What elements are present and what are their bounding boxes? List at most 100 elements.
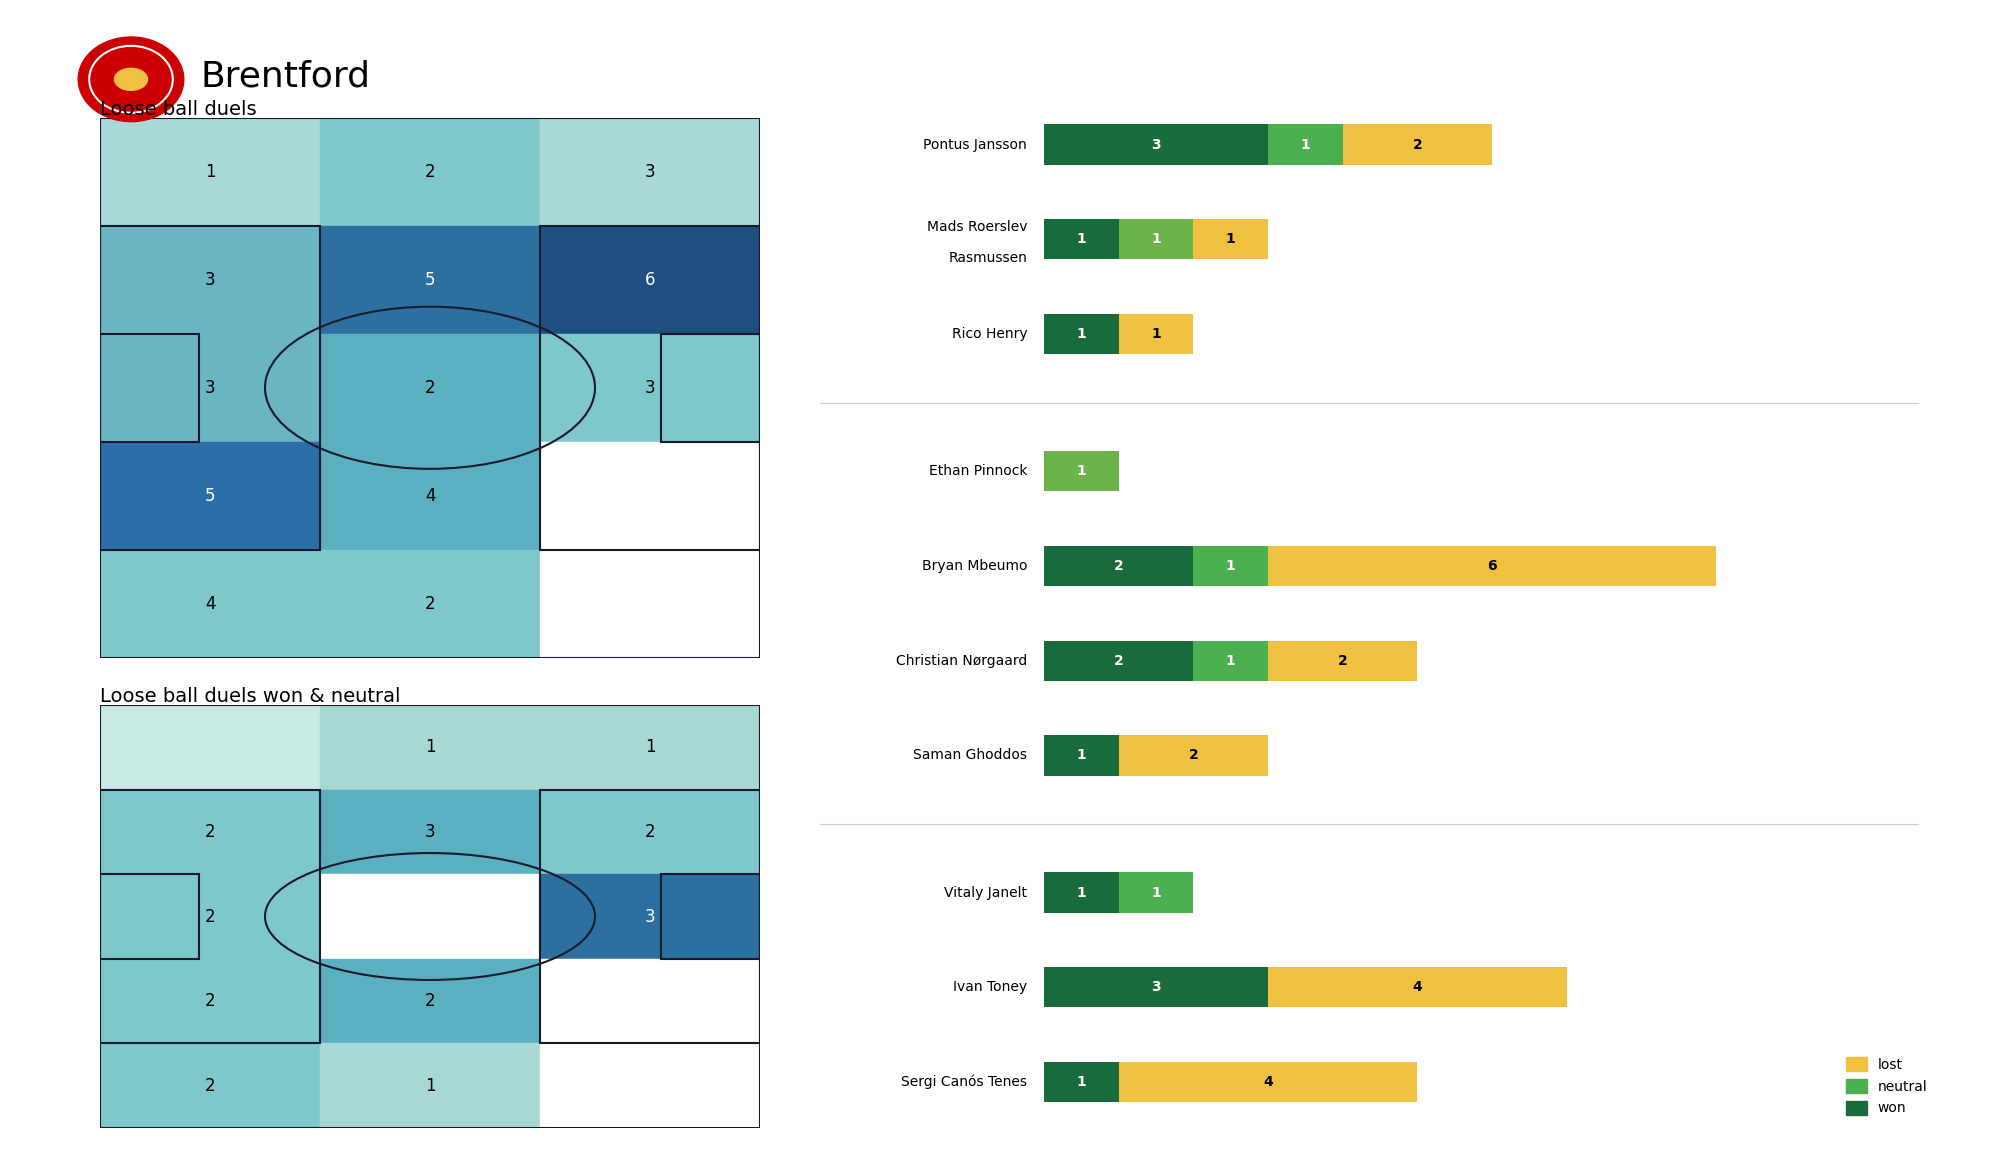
Text: 2: 2	[424, 162, 436, 181]
Text: 3: 3	[1152, 137, 1160, 152]
Text: 3: 3	[204, 270, 216, 289]
Bar	[1268, 546, 1716, 586]
Bar	[1044, 546, 1194, 586]
Text: Ethan Pinnock: Ethan Pinnock	[928, 464, 1028, 478]
Text: 3: 3	[204, 378, 216, 397]
Bar	[320, 959, 540, 1043]
Bar	[320, 550, 540, 658]
Bar	[100, 226, 320, 550]
Text: 1: 1	[1152, 233, 1160, 247]
Text: 3: 3	[1152, 980, 1160, 994]
Bar	[540, 874, 760, 959]
Text: 1: 1	[1226, 559, 1236, 573]
Text: 1: 1	[644, 738, 656, 757]
Bar	[1194, 220, 1268, 260]
Bar	[1044, 451, 1118, 491]
Text: 1: 1	[1226, 653, 1236, 667]
Text: 2: 2	[424, 378, 436, 397]
Text: Christian Nørgaard: Christian Nørgaard	[896, 653, 1028, 667]
Text: 4: 4	[1264, 1075, 1272, 1089]
Bar	[320, 226, 540, 334]
Bar	[1194, 546, 1268, 586]
Text: Bryan Mbeumo: Bryan Mbeumo	[922, 559, 1028, 573]
Bar	[100, 790, 320, 1043]
Bar	[1118, 220, 1194, 260]
Text: 1: 1	[1076, 886, 1086, 900]
Text: Loose ball duels: Loose ball duels	[100, 100, 256, 119]
Text: 1: 1	[424, 1076, 436, 1095]
Bar	[1342, 125, 1492, 164]
Text: 2: 2	[424, 992, 436, 1010]
Bar	[1118, 1062, 1418, 1102]
Bar	[100, 226, 320, 334]
Text: 2: 2	[424, 595, 436, 613]
Text: Loose ball duels won & neutral: Loose ball duels won & neutral	[100, 687, 400, 706]
Text: Saman Ghoddos: Saman Ghoddos	[914, 748, 1028, 763]
Bar	[100, 334, 320, 442]
Text: 3: 3	[644, 907, 656, 926]
Text: 6: 6	[644, 270, 656, 289]
Bar	[1268, 967, 1566, 1007]
Bar	[100, 874, 200, 959]
Bar	[540, 550, 760, 658]
Text: Brentford: Brentford	[200, 60, 370, 93]
Text: 2: 2	[1412, 137, 1422, 152]
Bar	[100, 550, 320, 658]
Bar	[1118, 873, 1194, 913]
Text: 2: 2	[204, 822, 216, 841]
Text: 2: 2	[204, 992, 216, 1010]
Bar	[100, 118, 320, 226]
Bar	[1268, 640, 1418, 680]
Bar	[1044, 736, 1118, 776]
Text: Vitaly Janelt: Vitaly Janelt	[944, 886, 1028, 900]
Text: 2: 2	[1114, 559, 1124, 573]
Bar	[320, 705, 540, 790]
Text: 2: 2	[204, 1076, 216, 1095]
Bar	[540, 334, 760, 442]
Bar	[1044, 1062, 1118, 1102]
Text: Sergi Canós Tenes: Sergi Canós Tenes	[902, 1075, 1028, 1089]
Bar	[1044, 967, 1268, 1007]
Text: 3: 3	[424, 822, 436, 841]
Bar	[540, 1043, 760, 1128]
Bar	[540, 118, 760, 226]
Text: 3: 3	[644, 378, 656, 397]
Bar	[540, 442, 760, 550]
Bar	[540, 959, 760, 1043]
Bar	[1044, 640, 1194, 680]
Bar	[100, 705, 320, 790]
Text: 2: 2	[204, 907, 216, 926]
Text: Rico Henry: Rico Henry	[952, 327, 1028, 341]
Bar	[540, 226, 760, 334]
Bar	[100, 874, 320, 959]
Bar	[1118, 736, 1268, 776]
Bar	[660, 874, 760, 959]
Text: 1: 1	[424, 738, 436, 757]
Text: Rasmussen: Rasmussen	[948, 251, 1028, 266]
Text: 2: 2	[1114, 653, 1124, 667]
Bar	[540, 226, 760, 550]
Ellipse shape	[114, 68, 148, 90]
Bar	[320, 118, 540, 226]
Bar	[100, 1043, 320, 1128]
Bar	[540, 790, 760, 1043]
Bar	[1044, 314, 1118, 354]
Text: 4: 4	[1412, 980, 1422, 994]
Bar	[660, 334, 760, 442]
Text: 1: 1	[1076, 748, 1086, 763]
Legend: lost, neutral, won: lost, neutral, won	[1840, 1052, 1934, 1121]
Bar	[100, 334, 200, 442]
Text: 1: 1	[1076, 1075, 1086, 1089]
Text: Pontus Jansson: Pontus Jansson	[924, 137, 1028, 152]
Text: 5: 5	[424, 270, 436, 289]
Text: 1: 1	[1076, 327, 1086, 341]
Text: 2: 2	[1188, 748, 1198, 763]
Text: 1: 1	[1152, 886, 1160, 900]
Bar	[540, 705, 760, 790]
Text: 6: 6	[1488, 559, 1496, 573]
Text: 3: 3	[644, 162, 656, 181]
Bar	[320, 1043, 540, 1128]
Bar	[320, 790, 540, 874]
Bar	[100, 790, 320, 874]
Bar	[320, 334, 540, 442]
